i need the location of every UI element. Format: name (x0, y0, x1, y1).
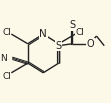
Text: N: N (0, 54, 7, 63)
Text: O: O (87, 39, 94, 49)
Text: Cl: Cl (2, 28, 11, 37)
Text: S: S (69, 20, 75, 30)
Text: Cl: Cl (2, 72, 11, 81)
Text: Cl: Cl (76, 28, 84, 37)
Text: S: S (56, 41, 62, 51)
Text: N: N (39, 29, 47, 39)
